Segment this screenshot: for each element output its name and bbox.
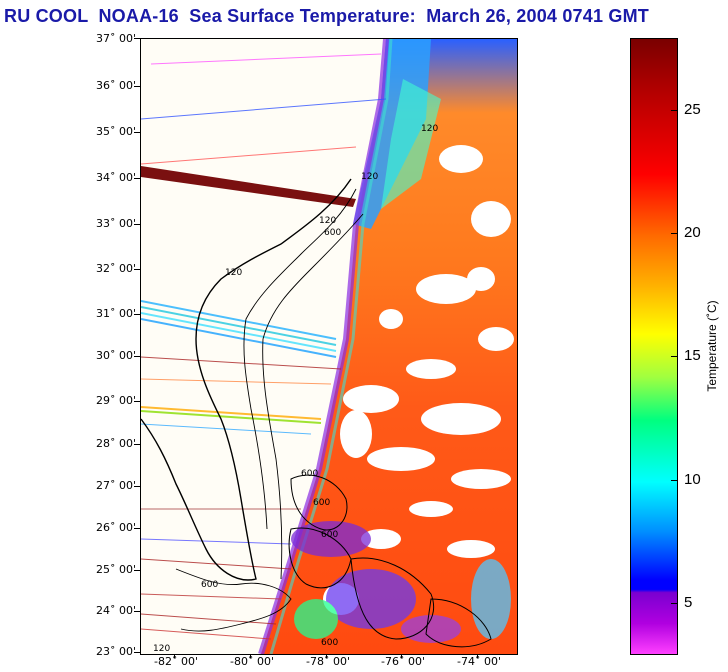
temperature-colorbar <box>630 38 678 655</box>
colorbar-label: 25 <box>684 101 701 118</box>
contour-label: 600 <box>324 228 341 238</box>
lat-label: 23˚ 00' <box>96 645 137 658</box>
lon-tick <box>250 653 251 658</box>
lat-label: 29˚ 00' <box>96 394 137 407</box>
lat-tick <box>134 269 140 270</box>
lat-tick <box>134 224 140 225</box>
contour-label: 120 <box>361 172 378 182</box>
lat-tick <box>134 356 140 357</box>
lat-label: 32˚ 00' <box>96 262 137 275</box>
lat-label: 31˚ 00' <box>96 307 137 320</box>
contour-label: 120 <box>153 644 170 654</box>
contour-label: 600 <box>321 530 338 540</box>
lon-label: -80˚ 00' <box>230 655 274 668</box>
lat-label: 33˚ 00' <box>96 217 137 230</box>
lon-tick <box>174 653 175 658</box>
colorbar-tick <box>671 356 677 357</box>
lat-tick <box>134 652 140 653</box>
contour-labels: 120 120 600 120 120 600 600 600 600 600 … <box>153 124 438 654</box>
lat-label: 36˚ 00' <box>96 79 137 92</box>
contour-label: 600 <box>201 580 218 590</box>
lon-tick <box>401 653 402 658</box>
lat-label: 27˚ 00' <box>96 479 137 492</box>
colorbar-tick <box>671 233 677 234</box>
lon-tick <box>326 653 327 658</box>
colorbar-tick <box>671 603 677 604</box>
colorbar-title: Temperature (˚C) <box>705 300 719 392</box>
lat-label: 28˚ 00' <box>96 437 137 450</box>
lon-label: -78˚ 00' <box>306 655 350 668</box>
sst-map: 120 120 600 120 120 600 600 600 600 600 … <box>140 38 518 655</box>
lat-tick <box>134 401 140 402</box>
contour-label: 600 <box>313 498 330 508</box>
lon-tick <box>477 653 478 658</box>
contour-label: 600 <box>301 469 318 479</box>
artifact-band <box>141 166 356 207</box>
colorbar-tick <box>671 110 677 111</box>
lat-tick <box>134 528 140 529</box>
lat-tick <box>134 178 140 179</box>
contour-label: 120 <box>421 124 438 134</box>
lat-tick <box>134 570 140 571</box>
colorbar-label: 15 <box>684 347 701 364</box>
colorbar-label: 5 <box>684 594 693 611</box>
lat-label: 34˚ 00' <box>96 171 137 184</box>
lat-label: 30˚ 00' <box>96 349 137 362</box>
coastline <box>141 178 352 581</box>
scan-lines <box>141 53 387 640</box>
colorbar-tick <box>671 480 677 481</box>
contour-label: 600 <box>321 638 338 648</box>
lat-label: 25˚ 00' <box>96 563 137 576</box>
lat-tick <box>134 611 140 612</box>
lat-label: 24˚ 00' <box>96 604 137 617</box>
lat-tick <box>134 132 140 133</box>
lat-label: 26˚ 00' <box>96 521 137 534</box>
lon-label: -74˚ 00' <box>457 655 501 668</box>
contour-label: 120 <box>319 216 336 226</box>
lat-label: 35˚ 00' <box>96 125 137 138</box>
lon-label: -82˚ 00' <box>154 655 198 668</box>
colorbar-label: 10 <box>684 471 701 488</box>
lat-tick <box>134 314 140 315</box>
lat-tick <box>134 486 140 487</box>
sst-map-image: 120 120 600 120 120 600 600 600 600 600 … <box>141 39 517 654</box>
cloud-patches <box>323 145 514 615</box>
lat-tick <box>134 444 140 445</box>
sst-swath <box>261 39 517 654</box>
colorbar-label: 20 <box>684 224 701 241</box>
contour-label: 120 <box>225 268 242 278</box>
lat-label: 37˚ 00' <box>96 32 137 45</box>
page-title: RU COOL NOAA-16 Sea Surface Temperature:… <box>4 6 649 26</box>
lat-tick <box>134 38 140 39</box>
lon-label: -76˚ 00' <box>381 655 425 668</box>
lat-tick <box>134 86 140 87</box>
